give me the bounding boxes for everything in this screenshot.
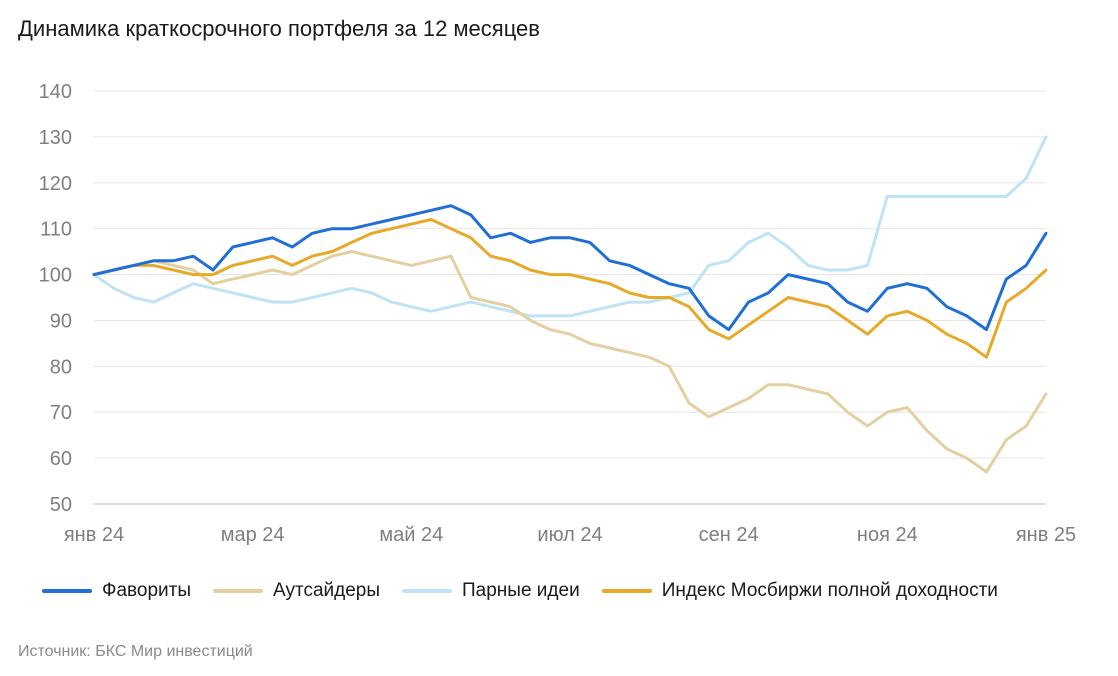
gridlines bbox=[94, 90, 1046, 505]
x-tick-label: ноя 24 bbox=[857, 524, 918, 546]
series-line-1 bbox=[92, 204, 1048, 332]
source-note: Источник: БКС Мир инвестиций bbox=[18, 643, 253, 660]
legend-label: Парные идеи bbox=[462, 580, 580, 601]
legend-swatch bbox=[213, 589, 263, 593]
legend-item-3: Парные идеи bbox=[402, 580, 580, 602]
y-tick-label: 90 bbox=[50, 310, 72, 332]
y-tick-label: 70 bbox=[50, 402, 72, 424]
y-tick-label: 120 bbox=[39, 173, 72, 195]
x-tick-label: мар 24 bbox=[221, 524, 285, 546]
series-line-3 bbox=[92, 135, 1048, 318]
x-tick-label: май 24 bbox=[379, 524, 443, 546]
y-tick-label: 130 bbox=[39, 127, 72, 149]
y-tick-label: 50 bbox=[50, 494, 72, 516]
legend-item-4: Индекс Мосбиржи полной доходности bbox=[601, 580, 998, 602]
y-tick-label: 60 bbox=[50, 448, 72, 470]
legend-label: Аутсайдеры bbox=[273, 580, 381, 601]
legend-swatch bbox=[42, 589, 92, 593]
x-axis-ticks: янв 24 мар 24 май 24 июл 24 сен 24 ноя 24 янв … bbox=[64, 524, 1076, 546]
y-tick-label: 140 bbox=[39, 81, 72, 103]
legend-label: Индекс Мосбиржи полной доходности bbox=[661, 580, 998, 601]
x-tick-label: янв 24 bbox=[64, 524, 124, 546]
legend-item-2: Аутсайдеры bbox=[213, 580, 380, 602]
chart-title: Динамика краткосрочного портфеля за 12 м… bbox=[18, 16, 540, 41]
x-tick-label: июл 24 bbox=[537, 524, 602, 546]
y-tick-label: 80 bbox=[50, 356, 72, 378]
y-tick-label: 100 bbox=[39, 265, 72, 287]
x-tick-label: янв 25 bbox=[1016, 524, 1076, 546]
y-axis-ticks: 50 60 70 80 90 100 110 120 130 140 bbox=[39, 81, 72, 516]
legend: Фавориты Аутсайдеры Парные идеи Индекс Мосб… bbox=[42, 580, 1020, 602]
x-tick-label: сен 24 bbox=[699, 524, 759, 546]
series-line-4 bbox=[92, 218, 1048, 359]
y-tick-label: 110 bbox=[40, 219, 72, 241]
series-lines bbox=[92, 135, 1048, 474]
legend-item-1: Фавориты bbox=[42, 580, 191, 602]
legend-swatch bbox=[402, 589, 453, 593]
legend-swatch bbox=[601, 589, 652, 593]
series-line-2 bbox=[92, 250, 1048, 474]
legend-label: Фавориты bbox=[102, 580, 191, 601]
